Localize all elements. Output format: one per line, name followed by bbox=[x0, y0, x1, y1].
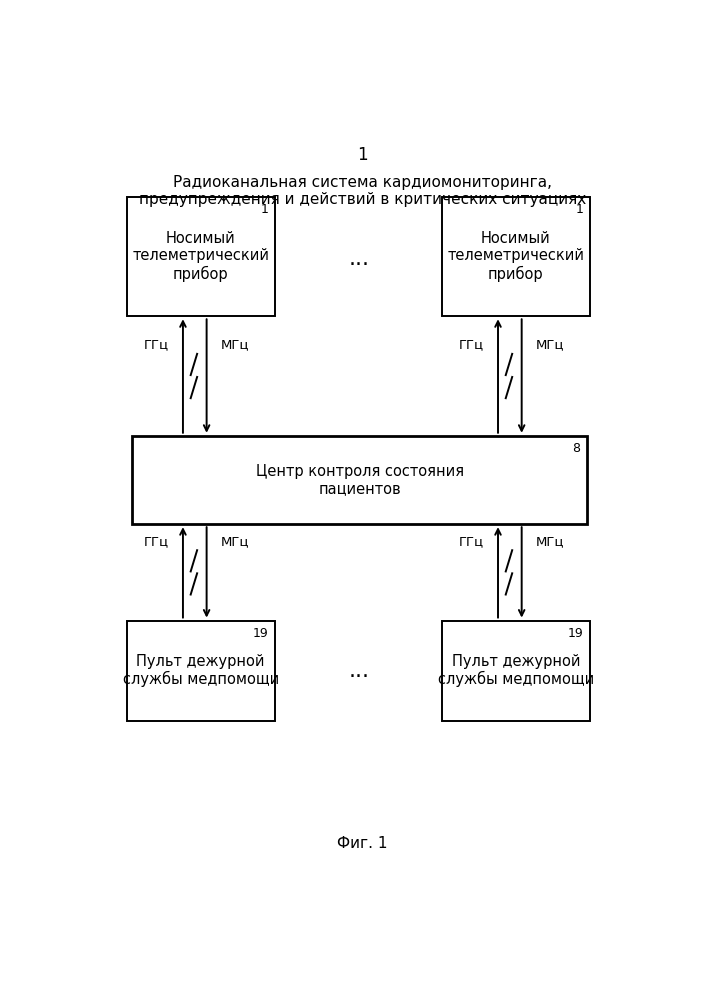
Text: 8: 8 bbox=[573, 442, 580, 455]
Text: ГГц: ГГц bbox=[144, 535, 169, 548]
Text: ГГц: ГГц bbox=[459, 535, 484, 548]
Text: Пульт дежурной
службы медпомощи: Пульт дежурной службы медпомощи bbox=[122, 654, 279, 687]
Text: 1: 1 bbox=[575, 203, 583, 216]
Text: МГц: МГц bbox=[535, 535, 564, 548]
Text: Носимый
телеметрический
прибор: Носимый телеметрический прибор bbox=[448, 231, 584, 282]
Text: МГц: МГц bbox=[221, 339, 249, 352]
Text: Пульт дежурной
службы медпомощи: Пульт дежурной службы медпомощи bbox=[438, 654, 594, 687]
FancyBboxPatch shape bbox=[127, 197, 275, 316]
Text: Центр контроля состояния
пациентов: Центр контроля состояния пациентов bbox=[255, 464, 464, 496]
FancyBboxPatch shape bbox=[127, 620, 275, 721]
FancyBboxPatch shape bbox=[442, 197, 590, 316]
Text: Радиоканальная система кардиомониторинга,
предупреждения и действий в критически: Радиоканальная система кардиомониторинга… bbox=[139, 175, 586, 207]
Text: МГц: МГц bbox=[535, 339, 564, 352]
Text: Фиг. 1: Фиг. 1 bbox=[337, 836, 387, 851]
FancyBboxPatch shape bbox=[132, 436, 587, 524]
FancyBboxPatch shape bbox=[442, 620, 590, 721]
Text: 19: 19 bbox=[252, 627, 268, 640]
Text: ...: ... bbox=[349, 661, 370, 681]
Text: ...: ... bbox=[349, 249, 370, 269]
Text: 1: 1 bbox=[260, 203, 268, 216]
Text: ГГц: ГГц bbox=[144, 339, 169, 352]
Text: 19: 19 bbox=[568, 627, 583, 640]
Text: 1: 1 bbox=[357, 146, 368, 164]
Text: ГГц: ГГц bbox=[459, 339, 484, 352]
Text: МГц: МГц bbox=[221, 535, 249, 548]
Text: Носимый
телеметрический
прибор: Носимый телеметрический прибор bbox=[132, 231, 269, 282]
